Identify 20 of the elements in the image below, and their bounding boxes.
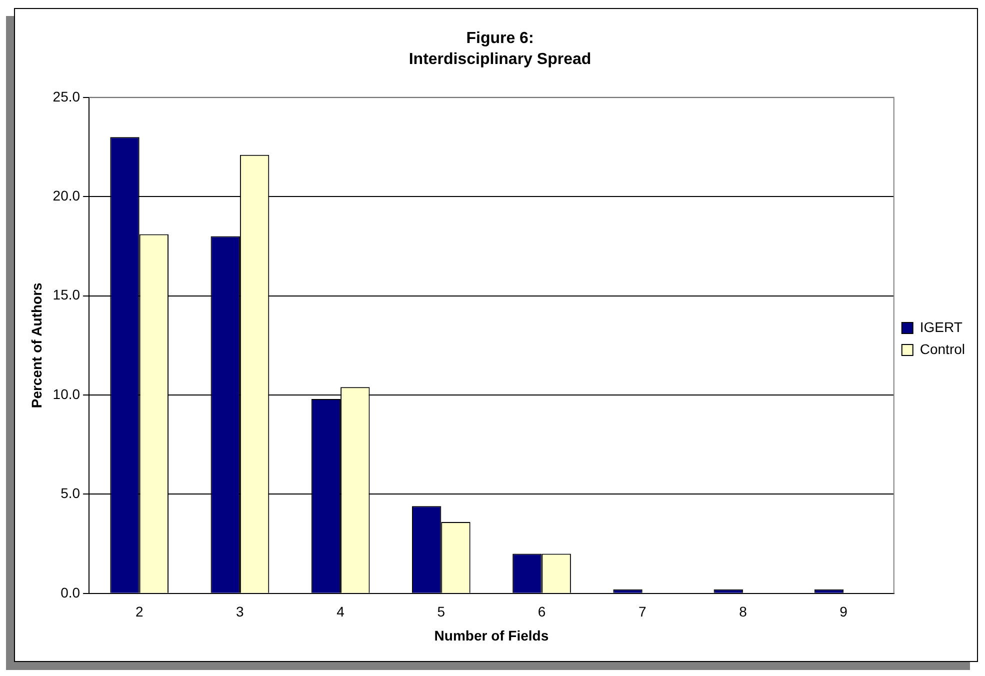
- x-tick-label: 4: [336, 604, 345, 620]
- x-tick-label: 2: [135, 604, 144, 620]
- x-tick-label: 6: [538, 604, 546, 620]
- chart-subtitle: Interdisciplinary Spread: [408, 51, 592, 68]
- y-axis-title: Percent of Authors: [28, 282, 44, 408]
- y-tick-label: 0.0: [60, 584, 80, 600]
- y-tick-label: 5.0: [60, 485, 80, 502]
- x-tick-label: 3: [236, 604, 244, 620]
- legend-label: IGERT: [920, 318, 963, 335]
- y-tick-label: 20.0: [52, 187, 80, 204]
- x-tick-label: 5: [437, 604, 446, 620]
- chart-title: Figure 6:: [466, 30, 534, 48]
- y-tick-label: 10.0: [52, 386, 80, 402]
- x-axis-title: Number of Fields: [434, 627, 549, 644]
- x-tick-label: 8: [739, 604, 748, 620]
- y-tick-label: 25.0: [52, 88, 80, 104]
- x-tick-label: 7: [638, 604, 646, 620]
- legend-label: Control: [920, 340, 966, 357]
- x-tick-label: 9: [840, 604, 848, 620]
- y-tick-label: 15.0: [52, 286, 80, 303]
